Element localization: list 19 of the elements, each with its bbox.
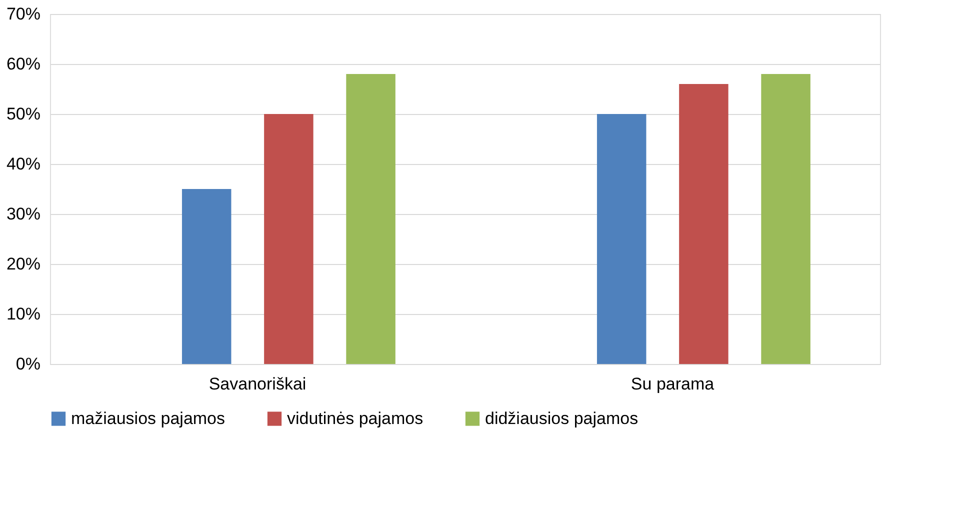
x-tick-label: Savanoriškai [208, 374, 306, 394]
y-tick-label: 20% [6, 254, 40, 274]
y-tick-label: 60% [6, 54, 40, 74]
legend-label: didžiausios pajamos [485, 408, 638, 428]
bar [596, 114, 646, 364]
y-tick-label: 10% [6, 304, 40, 324]
y-tick-label: 0% [16, 354, 40, 374]
bar [761, 74, 810, 364]
x-tick-label: Su parama [630, 374, 715, 394]
y-tick-label: 50% [6, 104, 40, 124]
bar [264, 114, 314, 364]
y-tick-label: 70% [6, 4, 40, 24]
bar [679, 84, 728, 364]
legend-label: vidutinės pajamos [287, 408, 424, 428]
y-tick-label: 40% [6, 154, 40, 174]
bar [346, 74, 396, 364]
y-tick-label: 30% [6, 204, 40, 224]
bar [182, 189, 232, 364]
legend-label: mažiausios pajamos [71, 408, 226, 428]
